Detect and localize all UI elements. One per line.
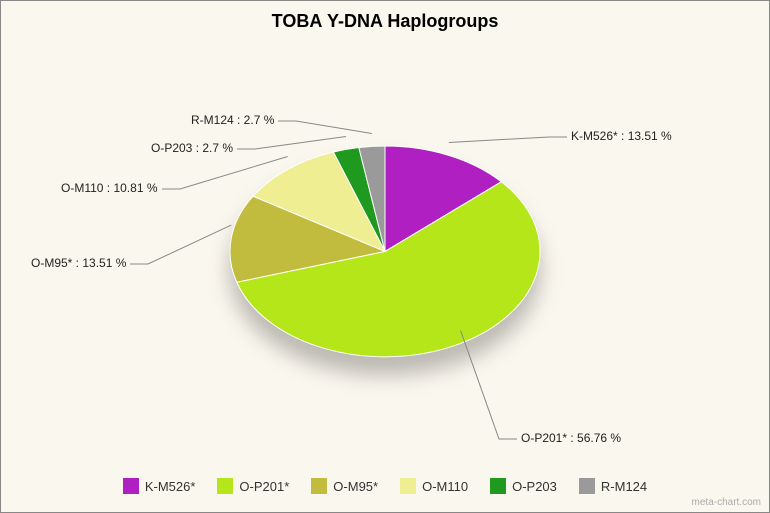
pie-wrap: [225, 141, 545, 362]
legend-swatch: [217, 478, 233, 494]
chart-area: K-M526* : 13.51 % O-P201* : 56.76 % O-M95*…: [1, 41, 769, 452]
legend-swatch: [579, 478, 595, 494]
legend-label: O-P201*: [239, 479, 289, 494]
callout-leader: [278, 121, 372, 133]
legend-item: R-M124: [579, 478, 647, 494]
chart-title-prefix: TOBA: [272, 11, 323, 31]
legend-label: O-P203: [512, 479, 557, 494]
slice-callout: O-P203 : 2.7 %: [151, 141, 233, 155]
legend-label: O-M95*: [333, 479, 378, 494]
legend-swatch: [400, 478, 416, 494]
slice-callout: O-M110 : 10.81 %: [61, 181, 158, 195]
legend-item: K-M526*: [123, 478, 196, 494]
legend-swatch: [490, 478, 506, 494]
legend-item: O-P201*: [217, 478, 289, 494]
legend-item: O-P203: [490, 478, 557, 494]
legend-item: O-M95*: [311, 478, 378, 494]
chart-title: TOBA Y-DNA Haplogroups: [1, 11, 769, 32]
legend-item: O-M110: [400, 478, 468, 494]
slice-callout: O-M95* : 13.51 %: [31, 256, 126, 270]
legend: K-M526* O-P201* O-M95* O-M110 O-P203 R-M124: [1, 478, 769, 494]
callout-leader: [130, 225, 231, 264]
legend-label: K-M526*: [145, 479, 196, 494]
pie-chart: [225, 141, 545, 362]
slice-callout: O-P201* : 56.76 %: [521, 431, 621, 445]
legend-label: R-M124: [601, 479, 647, 494]
slice-callout: R-M124 : 2.7 %: [191, 113, 274, 127]
slice-callout: K-M526* : 13.51 %: [571, 129, 672, 143]
legend-swatch: [123, 478, 139, 494]
watermark: meta-chart.com: [692, 497, 761, 508]
legend-swatch: [311, 478, 327, 494]
chart-title-rest: Y-DNA Haplogroups: [322, 11, 498, 31]
legend-label: O-M110: [422, 479, 468, 494]
